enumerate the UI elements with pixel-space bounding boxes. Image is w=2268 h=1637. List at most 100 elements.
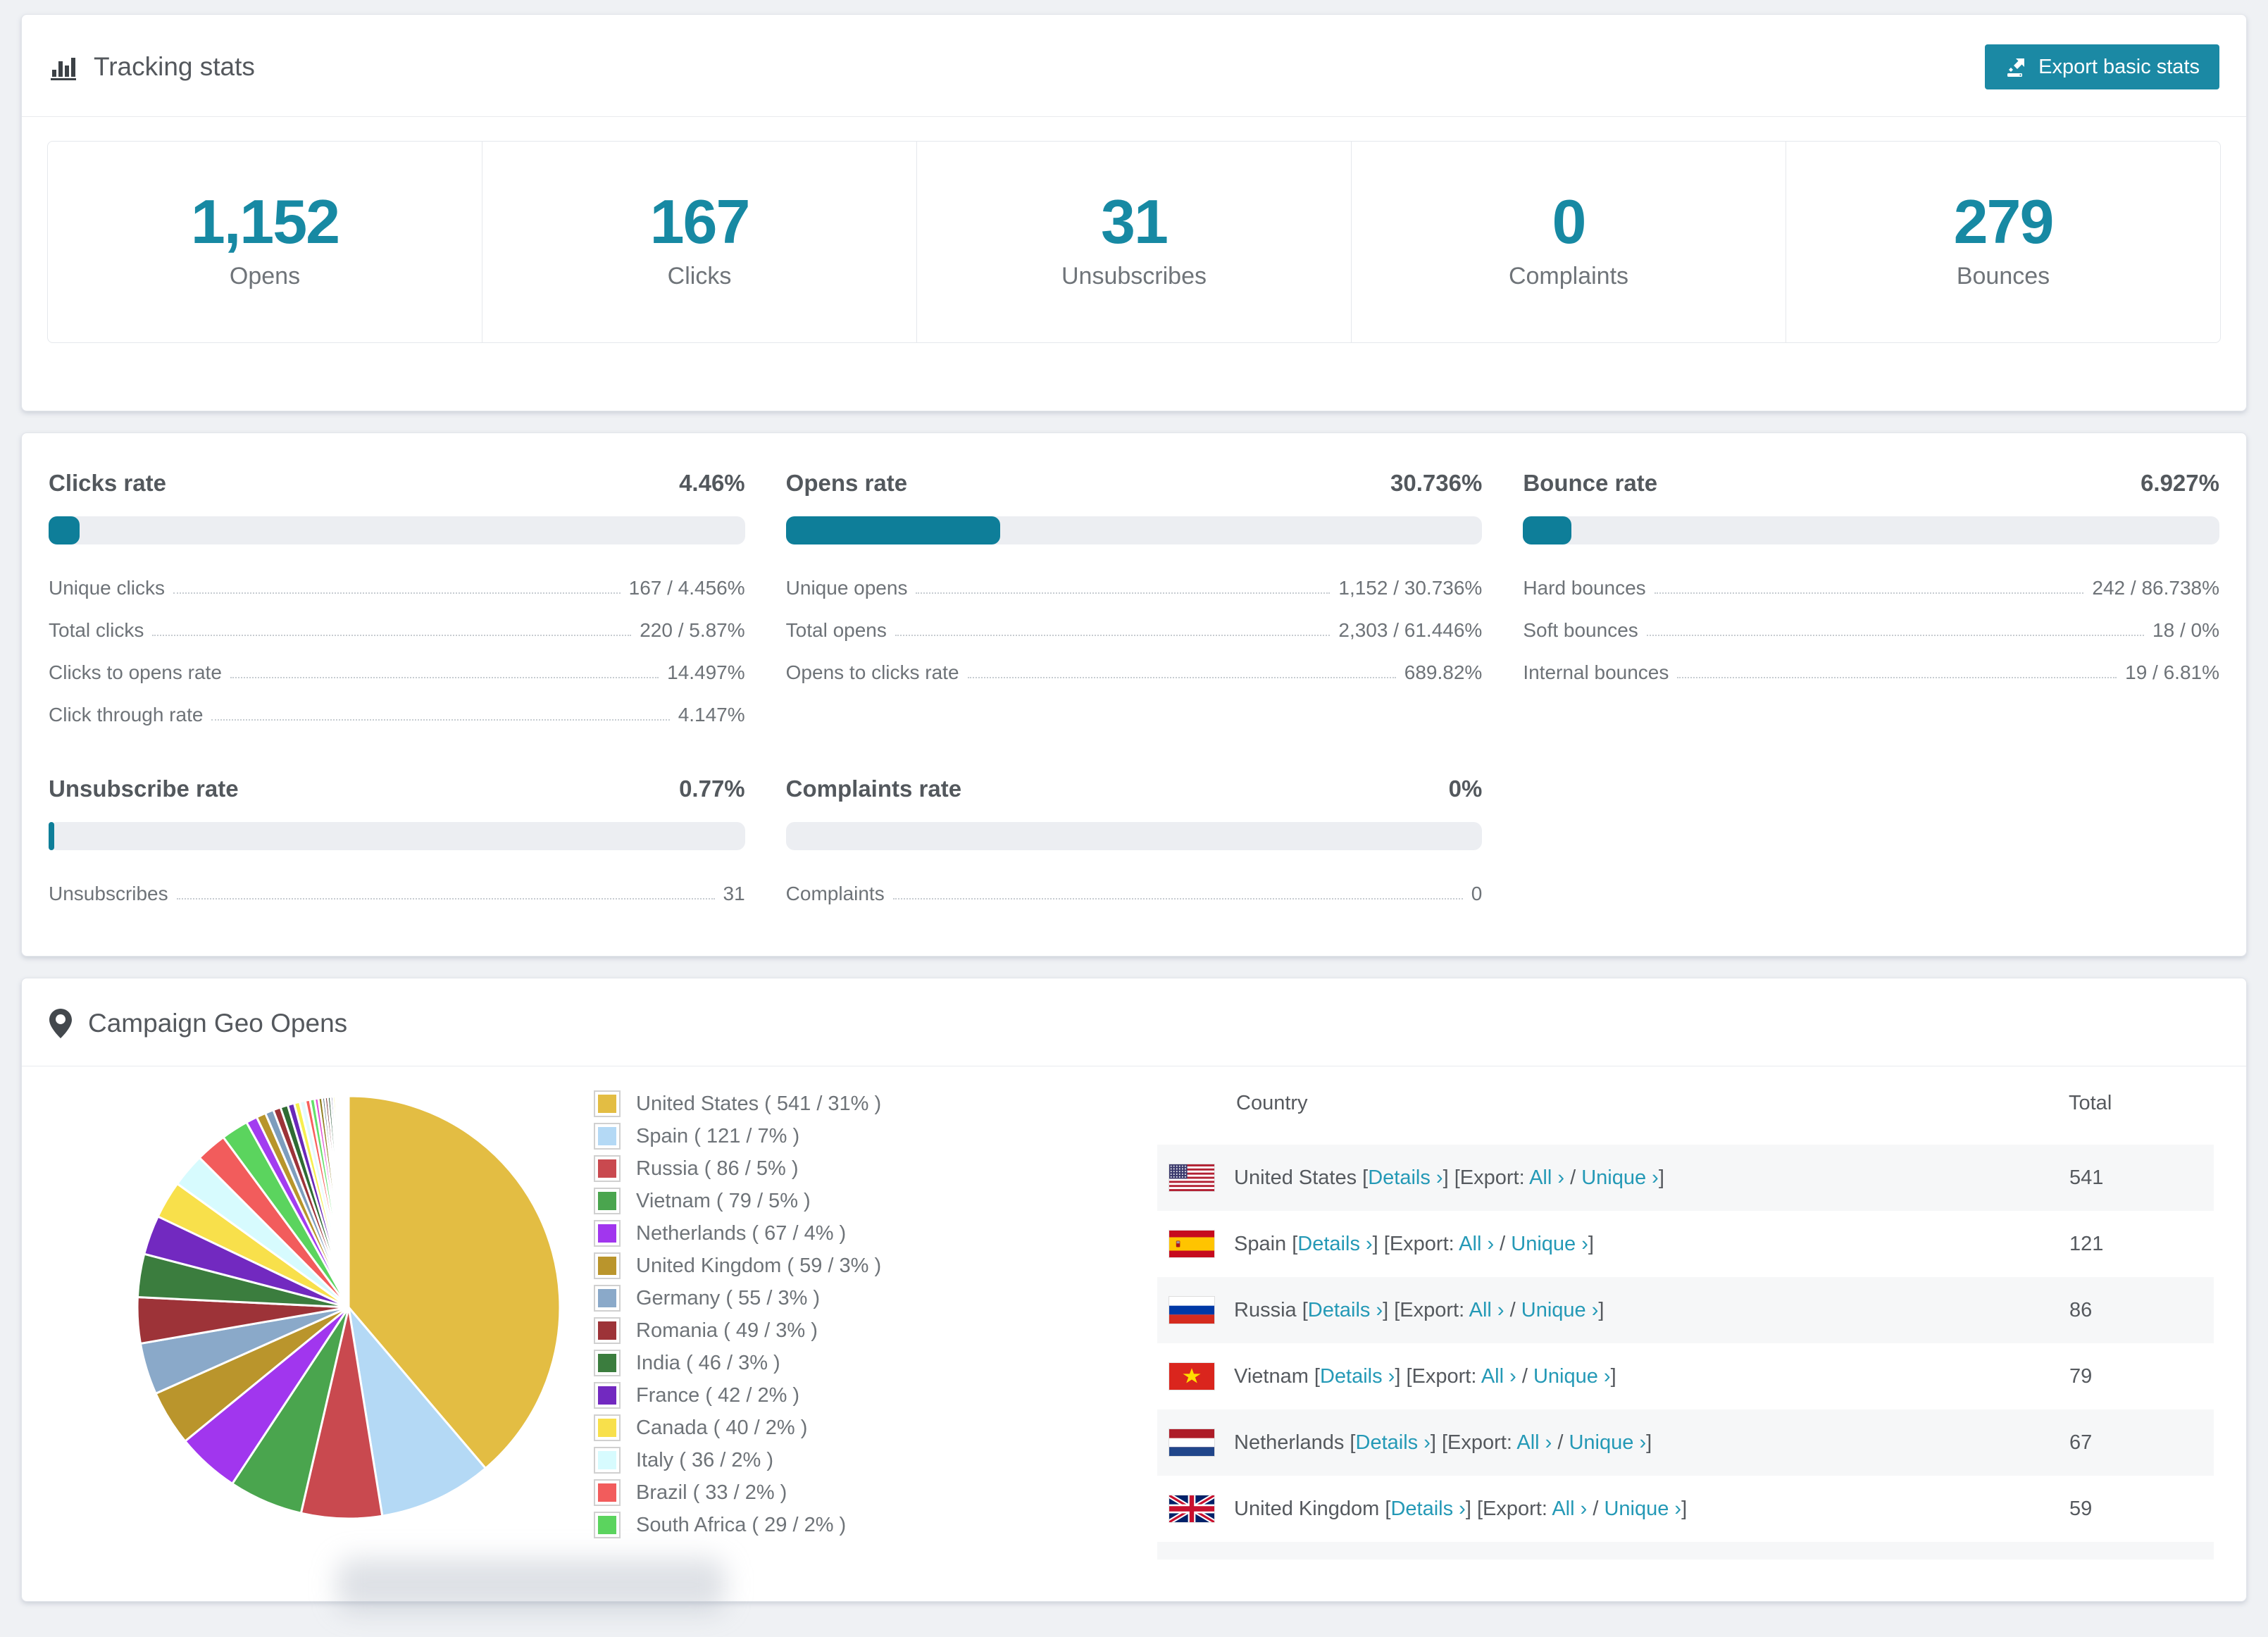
export-all-link-united-kingdom[interactable]: All › [1552, 1498, 1587, 1520]
rate-title: Opens rate [786, 470, 907, 497]
rate-title: Complaints rate [786, 776, 961, 802]
rate-row-label: Clicks to opens rate [49, 661, 222, 684]
export-all-link-netherlands[interactable]: All › [1516, 1431, 1552, 1454]
flag-holder [1169, 1164, 1214, 1191]
geo-title: Campaign Geo Opens [49, 1008, 347, 1039]
rate-row-label: Hard bounces [1523, 577, 1645, 599]
rate-row-value: 689.82% [1404, 661, 1483, 684]
tracking-stats-header: Tracking stats Export basic stats [22, 15, 2246, 117]
dotted-leader [1647, 635, 2144, 636]
flag-gb-icon [1169, 1495, 1214, 1522]
stat-value: 0 [1352, 191, 1786, 253]
stat-value: 167 [482, 191, 916, 253]
legend-label: Vietnam ( 79 / 5% ) [636, 1188, 811, 1214]
legend-swatch [594, 1414, 621, 1441]
country-column-header: Country [1157, 1066, 2069, 1145]
legend-label: Russia ( 86 / 5% ) [636, 1156, 798, 1182]
total-cell: 59 [2069, 1476, 2214, 1542]
legend-item-brazil: Brazil ( 33 / 2% ) [594, 1476, 1143, 1509]
country-cell-content: Spain [Details ›] [Export: All › / Uniqu… [1158, 1212, 2068, 1276]
dotted-leader [916, 592, 1330, 594]
legend-swatch [594, 1512, 621, 1538]
rate-row-value: 1,152 / 30.736% [1338, 577, 1482, 599]
rate-row-value: 4.147% [678, 704, 745, 726]
export-all-link-russia[interactable]: All › [1469, 1299, 1504, 1321]
details-link-united-states[interactable]: Details › [1368, 1166, 1443, 1189]
legend-item-germany: Germany ( 55 / 3% ) [594, 1282, 1143, 1314]
legend-item-france: France ( 42 / 2% ) [594, 1379, 1143, 1412]
total-cell: 121 [2069, 1211, 2214, 1277]
flag-holder [1169, 1495, 1214, 1522]
stat-value: 31 [917, 191, 1351, 253]
country-cell-content: Netherlands [Details ›] [Export: All › /… [1158, 1410, 2068, 1475]
export-unique-link-netherlands[interactable]: Unique › [1569, 1431, 1646, 1454]
legend-label: France ( 42 / 2% ) [636, 1383, 799, 1409]
legend-label: Brazil ( 33 / 2% ) [636, 1480, 787, 1506]
stat-value: 1,152 [48, 191, 482, 253]
country-links-text: Vietnam [Details ›] [Export: All › / Uni… [1234, 1365, 1616, 1388]
country-cell: Netherlands [Details ›] [Export: All › /… [1157, 1409, 2069, 1476]
export-all-link-united-states[interactable]: All › [1529, 1166, 1564, 1189]
details-link-united-kingdom[interactable]: Details › [1390, 1498, 1465, 1520]
details-link-spain[interactable]: Details › [1297, 1233, 1372, 1255]
export-unique-link-united-states[interactable]: Unique › [1581, 1166, 1659, 1189]
legend-swatch [594, 1252, 621, 1279]
details-link-russia[interactable]: Details › [1308, 1299, 1383, 1321]
flag-vn-icon [1169, 1363, 1214, 1390]
export-unique-link-united-kingdom[interactable]: Unique › [1604, 1498, 1681, 1520]
details-link-vietnam[interactable]: Details › [1320, 1365, 1395, 1388]
rate-row-label: Unique opens [786, 577, 908, 599]
dotted-leader [893, 898, 1463, 900]
export-all-link-spain[interactable]: All › [1459, 1233, 1494, 1255]
export-unique-link-vietnam[interactable]: Unique › [1533, 1365, 1611, 1388]
rate-value: 6.927% [2141, 470, 2219, 497]
legend-label: India ( 46 / 3% ) [636, 1350, 780, 1376]
country-cell: Germany [Details ›] [Export: All › / Uni… [1157, 1542, 2069, 1560]
rate-title: Unsubscribe rate [49, 776, 239, 802]
dotted-leader [211, 719, 669, 721]
geo-table: Country Total United States [Details ›] … [1157, 1066, 2214, 1560]
flag-us-icon [1169, 1164, 1214, 1191]
export-all-link-vietnam[interactable]: All › [1481, 1365, 1516, 1388]
flag-holder [1169, 1429, 1214, 1456]
export-unique-link-russia[interactable]: Unique › [1521, 1299, 1599, 1321]
country-cell: Vietnam [Details ›] [Export: All › / Uni… [1157, 1343, 2069, 1409]
geo-body: United States ( 541 / 31% )Spain ( 121 /… [22, 1066, 2246, 1560]
dotted-leader [1655, 592, 2084, 594]
dotted-leader [968, 677, 1396, 678]
details-link-netherlands[interactable]: Details › [1356, 1431, 1431, 1454]
rate-row-value: 220 / 5.87% [640, 619, 744, 642]
export-basic-stats-button[interactable]: Export basic stats [1985, 44, 2219, 89]
geo-header: Campaign Geo Opens [22, 978, 2246, 1066]
rate-progress-track [49, 516, 745, 544]
geo-table-row-netherlands: Netherlands [Details ›] [Export: All › /… [1157, 1409, 2214, 1476]
legend-label: Germany ( 55 / 3% ) [636, 1286, 820, 1312]
rate-progress-track [49, 822, 745, 850]
export-basic-stats-label: Export basic stats [2038, 56, 2200, 79]
geo-table-container: Country Total United States [Details ›] … [1157, 1066, 2214, 1560]
geo-table-row-germany: Germany [Details ›] [Export: All › / Uni… [1157, 1542, 2214, 1560]
geo-pie-svg [133, 1092, 564, 1523]
rate-title: Clicks rate [49, 470, 166, 497]
legend-item-italy: Italy ( 36 / 2% ) [594, 1444, 1143, 1476]
flag-holder [1169, 1297, 1214, 1324]
country-links-text: Netherlands [Details ›] [Export: All › /… [1234, 1431, 1652, 1455]
export-unique-link-spain[interactable]: Unique › [1511, 1233, 1588, 1255]
